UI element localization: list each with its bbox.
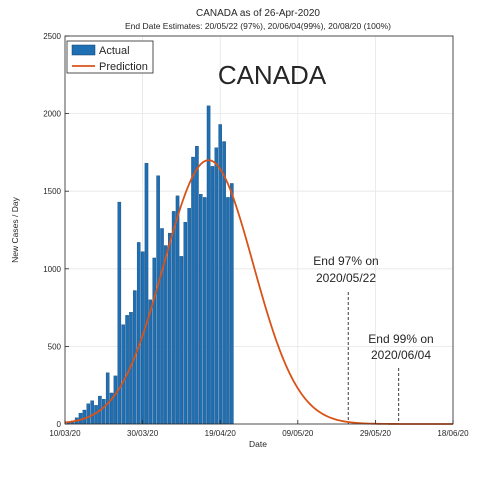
end99-label-line1: End 99% on xyxy=(368,332,433,346)
end97-label-line2: 2020/05/22 xyxy=(316,271,376,285)
bar-actual xyxy=(105,372,110,425)
axes-frame xyxy=(64,35,454,425)
bar-actual xyxy=(152,257,157,425)
end99-label-line2: 2020/06/04 xyxy=(371,348,431,362)
bar-actual xyxy=(125,315,129,425)
bar-actual xyxy=(121,324,125,425)
bar-actual xyxy=(226,197,230,425)
y-tick-label: 0 xyxy=(57,420,62,429)
bar-actual xyxy=(179,256,184,425)
bar-actual xyxy=(86,403,91,425)
bar-actual xyxy=(175,195,180,425)
bar-actual xyxy=(195,146,199,425)
bar-actual xyxy=(230,183,234,425)
x-tick-label: 19/04/20 xyxy=(205,429,237,438)
y-axis-label: New Cases / Day xyxy=(10,196,20,262)
bar-actual xyxy=(102,398,106,425)
bar-actual xyxy=(156,175,160,425)
y-tick-label: 500 xyxy=(48,342,62,351)
y-tick-label: 2000 xyxy=(43,110,61,119)
bar-actual xyxy=(160,228,164,425)
bar-actual xyxy=(206,105,211,425)
markers-layer xyxy=(347,292,400,424)
bar-actual xyxy=(136,242,141,425)
legend-actual-swatch xyxy=(71,44,96,56)
bar-actual xyxy=(210,166,215,425)
x-tick-label: 09/05/20 xyxy=(282,429,314,438)
bar-actual xyxy=(191,156,195,425)
legend: Actual Prediction xyxy=(66,40,154,74)
bar-actual xyxy=(148,299,153,425)
x-tick-label: 18/06/20 xyxy=(437,429,469,438)
bar-actual xyxy=(202,197,207,425)
chart-subtitle: End Date Estimates: 20/05/22 (97%), 20/0… xyxy=(125,21,391,31)
x-tick-label: 30/03/20 xyxy=(127,429,159,438)
bar-actual xyxy=(113,375,118,425)
bar-actual xyxy=(222,141,226,425)
x-tick-label: 10/03/20 xyxy=(49,429,81,438)
bar-actual xyxy=(214,147,219,425)
end97-label-line1: End 97% on xyxy=(313,254,378,268)
x-axis-label: Date xyxy=(249,439,267,449)
bar-actual xyxy=(144,163,149,425)
x-tick-label: 29/05/20 xyxy=(360,429,392,438)
country-label: CANADA xyxy=(218,60,327,90)
y-tick-label: 1000 xyxy=(43,265,61,274)
chart-title: CANADA as of 26-Apr-2020 xyxy=(196,8,320,19)
bar-actual xyxy=(82,409,87,425)
bar-actual xyxy=(183,222,188,425)
bar-actual xyxy=(171,211,176,425)
legend-prediction-label: Prediction xyxy=(99,61,148,73)
legend-actual-label: Actual xyxy=(99,45,130,57)
bar-actual xyxy=(167,232,172,425)
axis-layer: 0 500 1000 1500 2000 2500 10/03/20 30/03/20 19/0… xyxy=(43,32,469,438)
bar-actual xyxy=(164,245,168,425)
y-tick-label: 1500 xyxy=(43,187,61,196)
bar-actual xyxy=(187,208,191,425)
bar-actual xyxy=(199,194,203,425)
bar-actual xyxy=(90,400,94,425)
y-tick-label: 2500 xyxy=(43,32,61,41)
